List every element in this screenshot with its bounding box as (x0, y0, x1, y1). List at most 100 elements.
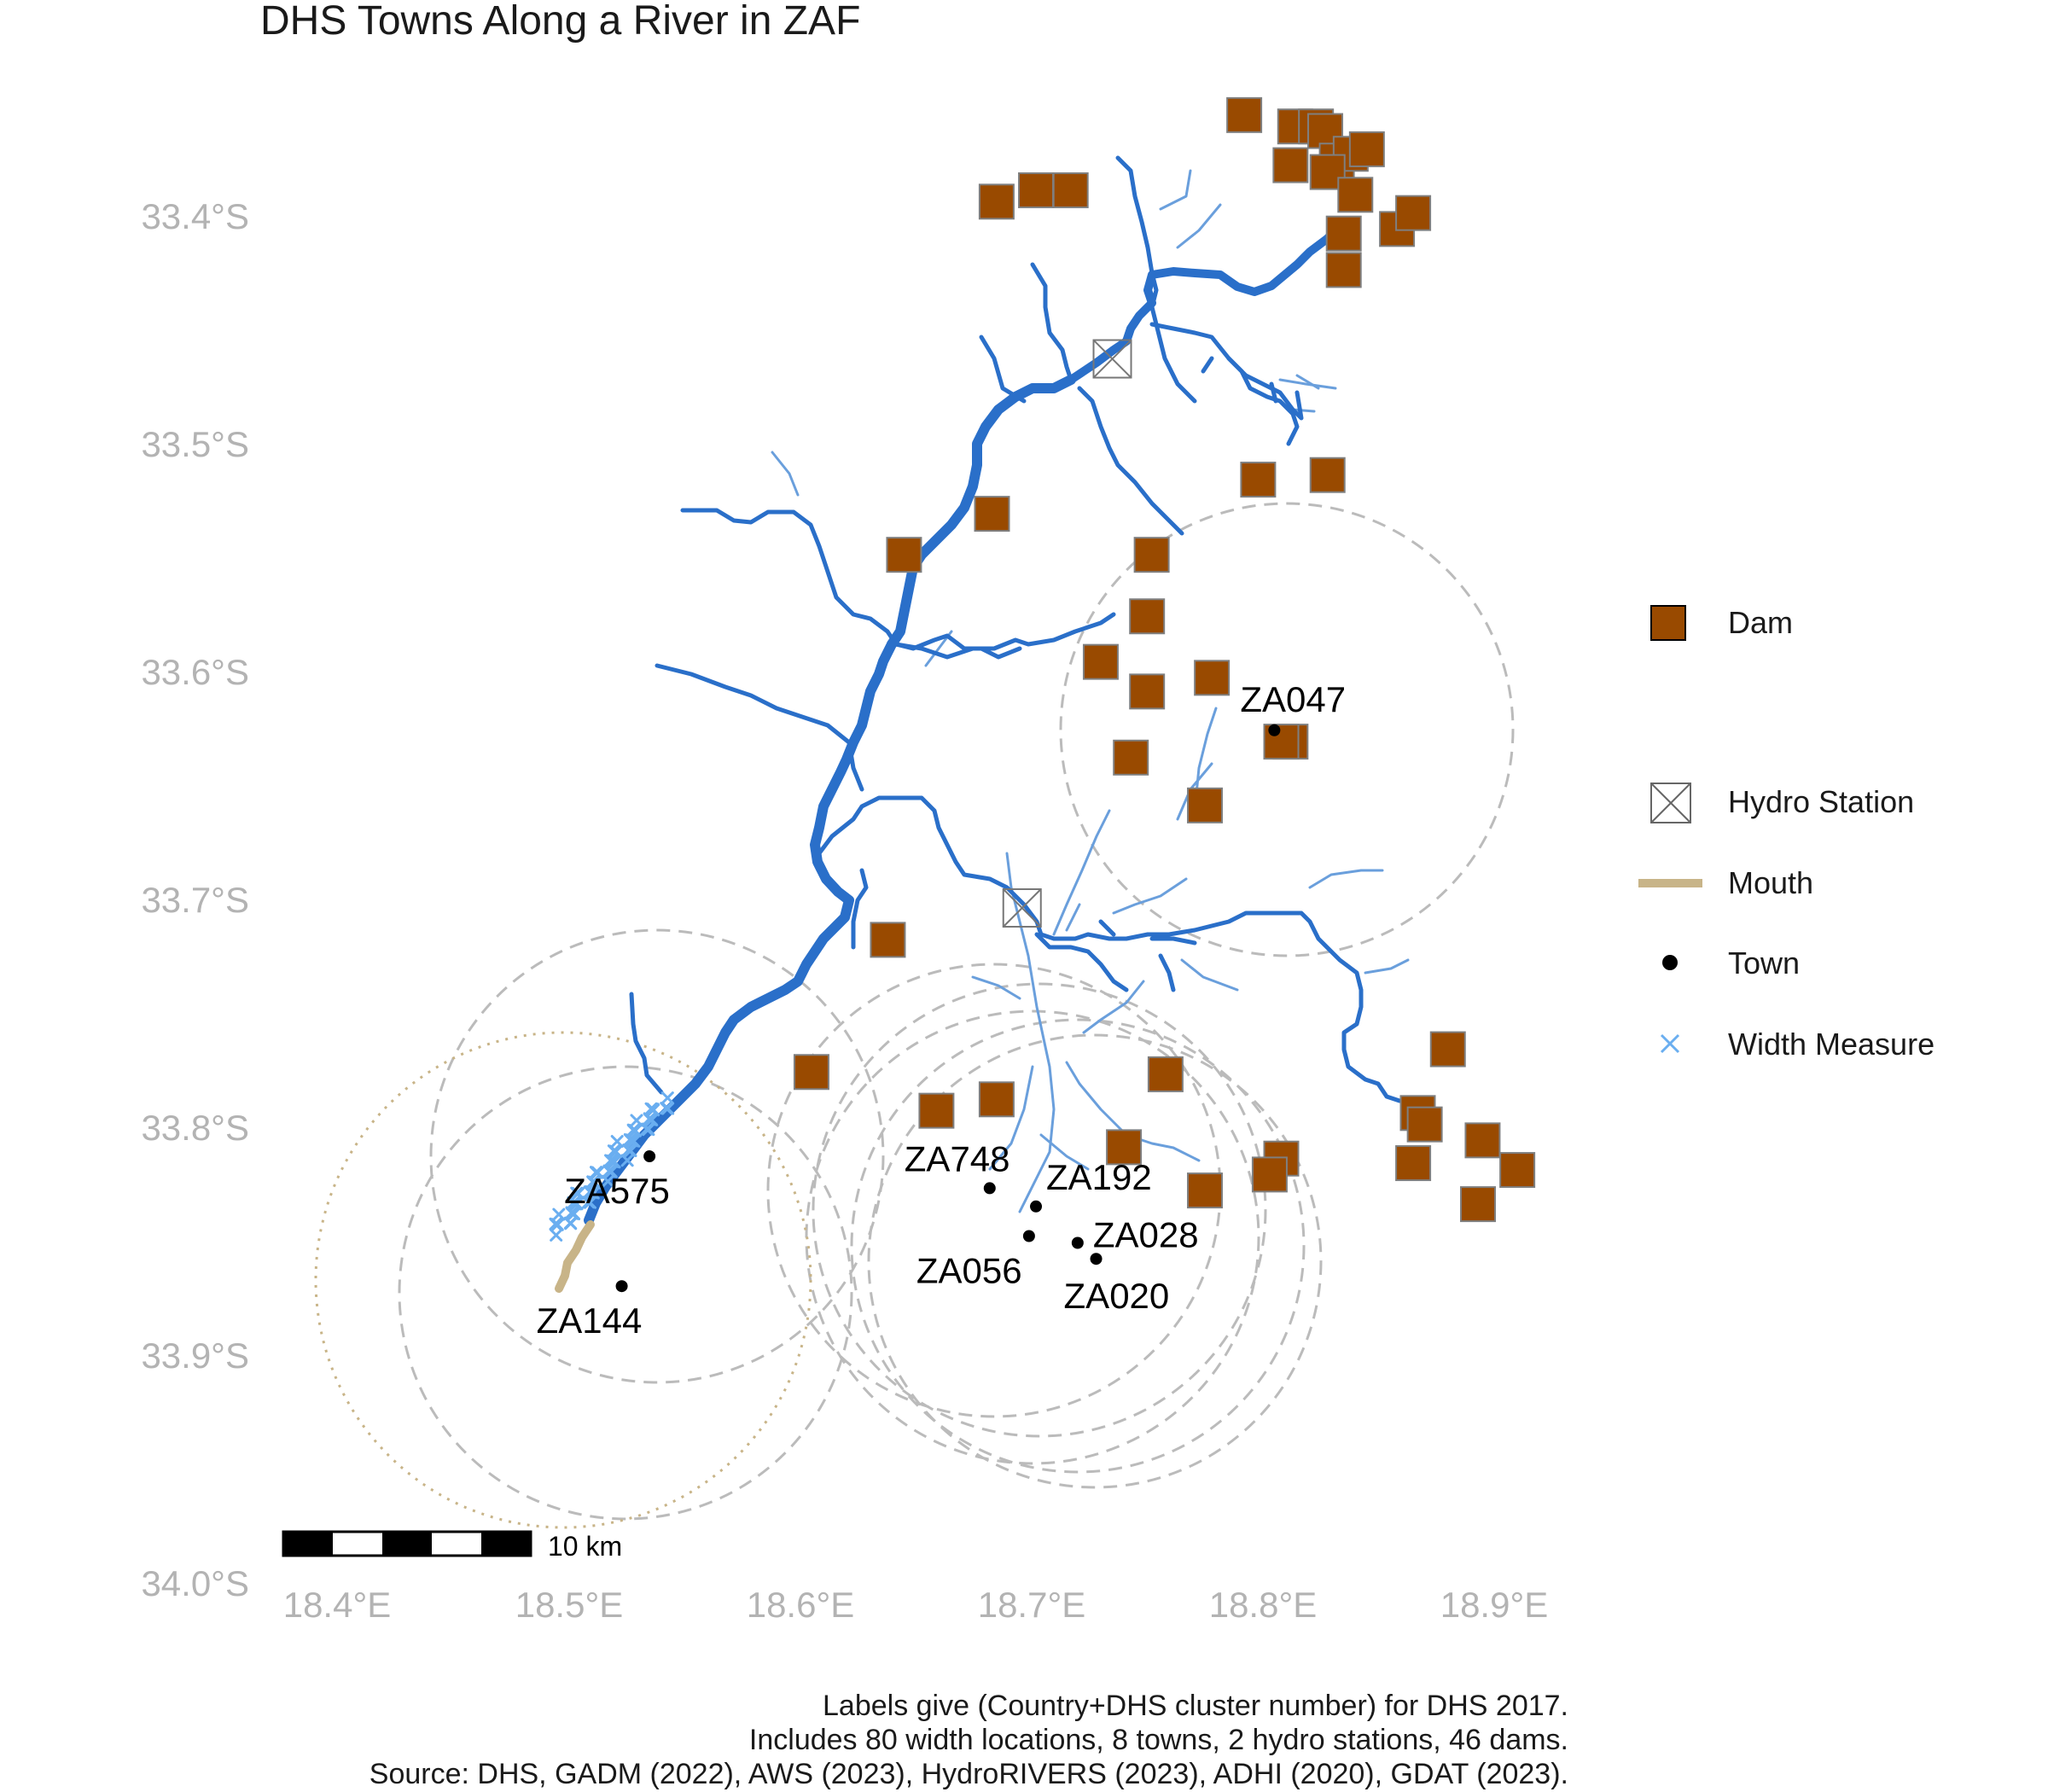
buffer-za575 (429, 928, 885, 1384)
hydro-stations-layer (1002, 339, 1132, 928)
legend-town-key (1662, 955, 1678, 970)
dam-marker (1460, 1186, 1497, 1223)
buffer-za020 (867, 1033, 1323, 1489)
town-marker (1268, 724, 1281, 736)
town-marker (1071, 1236, 1084, 1249)
town-marker (1030, 1200, 1043, 1213)
dam-marker (1395, 1145, 1432, 1182)
width-measure-mark (644, 1102, 658, 1115)
main-river (584, 222, 1344, 1225)
buffer-za144 (398, 1065, 853, 1521)
width-measure-mark (552, 1207, 566, 1221)
x-tick-label: 18.7°E (978, 1585, 1086, 1625)
dam-marker (1133, 537, 1170, 573)
buffer-za047 (1059, 502, 1515, 957)
tributaries (629, 155, 1402, 1103)
legend-width-key (1660, 1033, 1680, 1054)
buffer-za028 (850, 1018, 1306, 1474)
dam-marker (1082, 643, 1119, 680)
dam-marker (1226, 96, 1263, 133)
y-tick-label: 34.0°S (141, 1563, 249, 1603)
y-tick-label: 33.4°S (141, 196, 249, 236)
y-tick-label: 33.9°S (141, 1335, 249, 1376)
town-marker (643, 1150, 656, 1163)
town-label: ZA192 (1046, 1157, 1152, 1197)
width-measure-mark (604, 1154, 618, 1167)
caption-line: Includes 80 width locations, 8 towns, 2 … (749, 1724, 1568, 1756)
town-label: ZA020 (1064, 1276, 1170, 1316)
x-tick-label: 18.5°E (515, 1585, 624, 1625)
dam-marker (1325, 215, 1362, 252)
legend-hydro-key (1650, 783, 1691, 823)
scale-bar: 10 km (282, 1530, 622, 1562)
width-measure-mark (549, 1217, 562, 1231)
legend-mouth-label: Mouth (1728, 865, 1813, 900)
dam-marker (974, 496, 1010, 532)
scale-bar-label: 10 km (548, 1531, 622, 1562)
town-marker (983, 1182, 996, 1195)
dam-marker (1106, 1129, 1143, 1166)
town-marker (1022, 1230, 1035, 1242)
width-measure-mark (563, 1216, 577, 1230)
town-label: ZA047 (1240, 679, 1346, 719)
caption-line: Source: DHS, GADM (2022), AWS (2023), Hy… (369, 1758, 1568, 1790)
dam-marker (1406, 1106, 1443, 1143)
dam-marker (978, 1081, 1015, 1118)
x-tick-label: 18.6°E (747, 1585, 855, 1625)
dam-marker (1464, 1122, 1501, 1159)
caption-line: Labels give (Country+DHS cluster number)… (823, 1690, 1568, 1722)
width-measure-mark (660, 1102, 673, 1115)
width-measure-mark (607, 1144, 620, 1158)
width-measure-mark (602, 1164, 616, 1178)
y-tick-label: 33.8°S (141, 1108, 249, 1148)
town-label: ZA575 (564, 1171, 670, 1211)
dam-marker (1187, 1172, 1223, 1209)
buffer-za192 (812, 982, 1267, 1438)
town-label: ZA144 (537, 1300, 643, 1341)
width-measure-mark (601, 1174, 614, 1188)
y-tick-label: 33.5°S (141, 424, 249, 464)
x-axis-labels: 18.4°E 18.5°E 18.6°E 18.7°E 18.8°E 18.9°… (283, 1585, 1549, 1625)
towns-layer: ZA047 ZA575 ZA748 ZA192 ZA056 ZA028 ZA020 ZA144 (537, 679, 1347, 1341)
legend: Dam Hydro Station Mouth Town Width Measu… (1638, 605, 1935, 1062)
legend-hydro-label: Hydro Station (1728, 784, 1914, 819)
legend-dam-label: Dam (1728, 605, 1793, 640)
y-axis-labels: 33.4°S 33.5°S 33.6°S 33.7°S 33.8°S 33.9°… (141, 196, 249, 1603)
width-measure-mark (660, 1091, 674, 1105)
town-marker (1090, 1253, 1103, 1265)
width-measure-mark (565, 1206, 579, 1219)
dam-marker (1337, 177, 1374, 213)
dam-marker (1348, 131, 1385, 167)
width-measure-mark (626, 1123, 640, 1137)
dam-marker (1194, 660, 1231, 696)
dam-marker (1187, 787, 1223, 823)
town-label: ZA056 (916, 1250, 1022, 1290)
river-mouth (555, 1220, 595, 1293)
width-measure-mark (620, 1154, 634, 1167)
width-measure-mark (590, 1166, 603, 1179)
dam-marker (1240, 462, 1277, 498)
dam-marker (1395, 195, 1432, 231)
dam-marker (1499, 1152, 1536, 1189)
dam-marker (1018, 172, 1055, 208)
dam-marker (1251, 1156, 1288, 1193)
width-measures (549, 1091, 675, 1242)
dam-marker (1325, 252, 1362, 288)
dam-marker (918, 1092, 955, 1129)
width-measure-mark (583, 1185, 596, 1199)
dam-marker (1129, 673, 1166, 710)
dam-marker (886, 537, 922, 573)
width-measure-mark (610, 1135, 624, 1149)
town-marker (615, 1280, 628, 1293)
width-measure-mark (630, 1114, 643, 1127)
width-measure-mark (550, 1228, 563, 1242)
legend-width-label: Width Measure (1728, 1027, 1935, 1062)
x-tick-label: 18.9°E (1440, 1585, 1549, 1625)
x-tick-label: 18.4°E (283, 1585, 392, 1625)
town-label: ZA028 (1093, 1215, 1199, 1255)
width-measure-mark (582, 1196, 596, 1209)
dam-marker (870, 922, 906, 958)
dam-marker (1309, 154, 1346, 190)
hydro-station-marker (1002, 888, 1042, 928)
